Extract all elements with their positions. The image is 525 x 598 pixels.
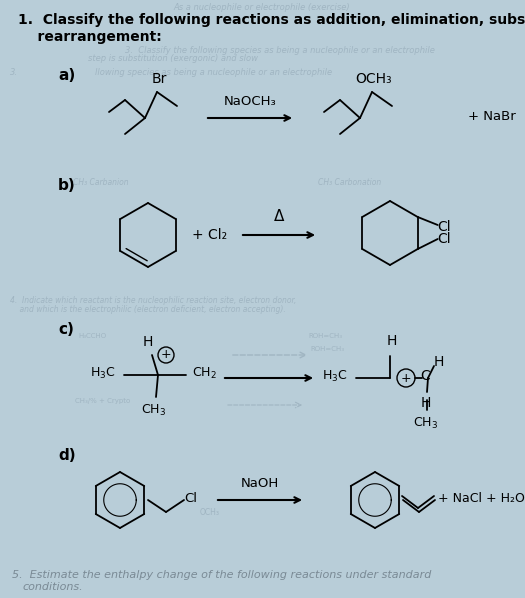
Text: 1.  Classify the following reactions as addition, elimination, substitution or: 1. Classify the following reactions as a… (18, 13, 525, 27)
Text: step is substitution (exergonic) and slow: step is substitution (exergonic) and slo… (88, 54, 258, 63)
Text: a): a) (58, 68, 75, 83)
Text: ROH=CH₃: ROH=CH₃ (308, 333, 342, 339)
Text: rearrangement:: rearrangement: (18, 30, 162, 44)
Text: 3.  Classify the following species as being a nucleophile or an electrophile: 3. Classify the following species as bei… (125, 46, 435, 55)
Text: H: H (143, 335, 153, 349)
Text: CH₃ Carbanion: CH₃ Carbanion (73, 178, 129, 187)
Text: 4.  Indicate which reactant is the nucleophilic reaction site, electron donor,: 4. Indicate which reactant is the nucleo… (10, 296, 296, 305)
Text: CH₃ Carbonation: CH₃ Carbonation (318, 178, 381, 187)
Text: CH$_2$: CH$_2$ (192, 365, 217, 380)
Text: and which is the electrophilic (electron deficient, electron accepting).: and which is the electrophilic (electron… (10, 305, 286, 314)
Text: 5.  Estimate the enthalpy change of the following reactions under standard: 5. Estimate the enthalpy change of the f… (12, 570, 432, 580)
Text: ROH=CH₃: ROH=CH₃ (310, 346, 344, 352)
Text: d): d) (58, 448, 76, 463)
Text: H: H (421, 396, 431, 410)
Text: + Cl₂: + Cl₂ (192, 228, 227, 242)
Text: OCH₃: OCH₃ (356, 72, 392, 86)
Text: H$_3$C: H$_3$C (322, 368, 348, 383)
Text: conditions.: conditions. (22, 582, 82, 592)
Text: Δ: Δ (274, 209, 284, 224)
Text: H$_3$C: H$_3$C (90, 365, 116, 380)
Text: CH$_3$: CH$_3$ (141, 403, 166, 418)
Text: Br: Br (151, 72, 167, 86)
Text: As a nucleophile or electrophile (exercise): As a nucleophile or electrophile (exerci… (174, 3, 350, 12)
Text: c): c) (58, 322, 74, 337)
Text: +: + (161, 349, 171, 362)
Text: H₃CCHO: H₃CCHO (78, 333, 106, 339)
Text: C: C (420, 369, 430, 383)
Text: NaOCH₃: NaOCH₃ (224, 95, 276, 108)
Text: CH$_3$: CH$_3$ (414, 416, 438, 431)
Text: + NaBr: + NaBr (468, 109, 516, 123)
Text: Cl: Cl (438, 232, 452, 246)
Text: 3.: 3. (10, 68, 18, 77)
Text: OCH₃: OCH₃ (200, 508, 220, 517)
Text: CH₃/% + Crypto: CH₃/% + Crypto (75, 398, 130, 404)
Text: llowing species as being a nucleophile or an electrophile: llowing species as being a nucleophile o… (95, 68, 332, 77)
Text: NaOH: NaOH (241, 477, 279, 490)
Text: +: + (401, 371, 411, 385)
Text: b): b) (58, 178, 76, 193)
Text: Cl: Cl (438, 220, 452, 234)
Text: Cl: Cl (184, 492, 197, 505)
Text: H: H (387, 334, 397, 348)
Text: + NaCl + H₂O: + NaCl + H₂O (438, 492, 525, 505)
Text: H: H (434, 355, 444, 369)
